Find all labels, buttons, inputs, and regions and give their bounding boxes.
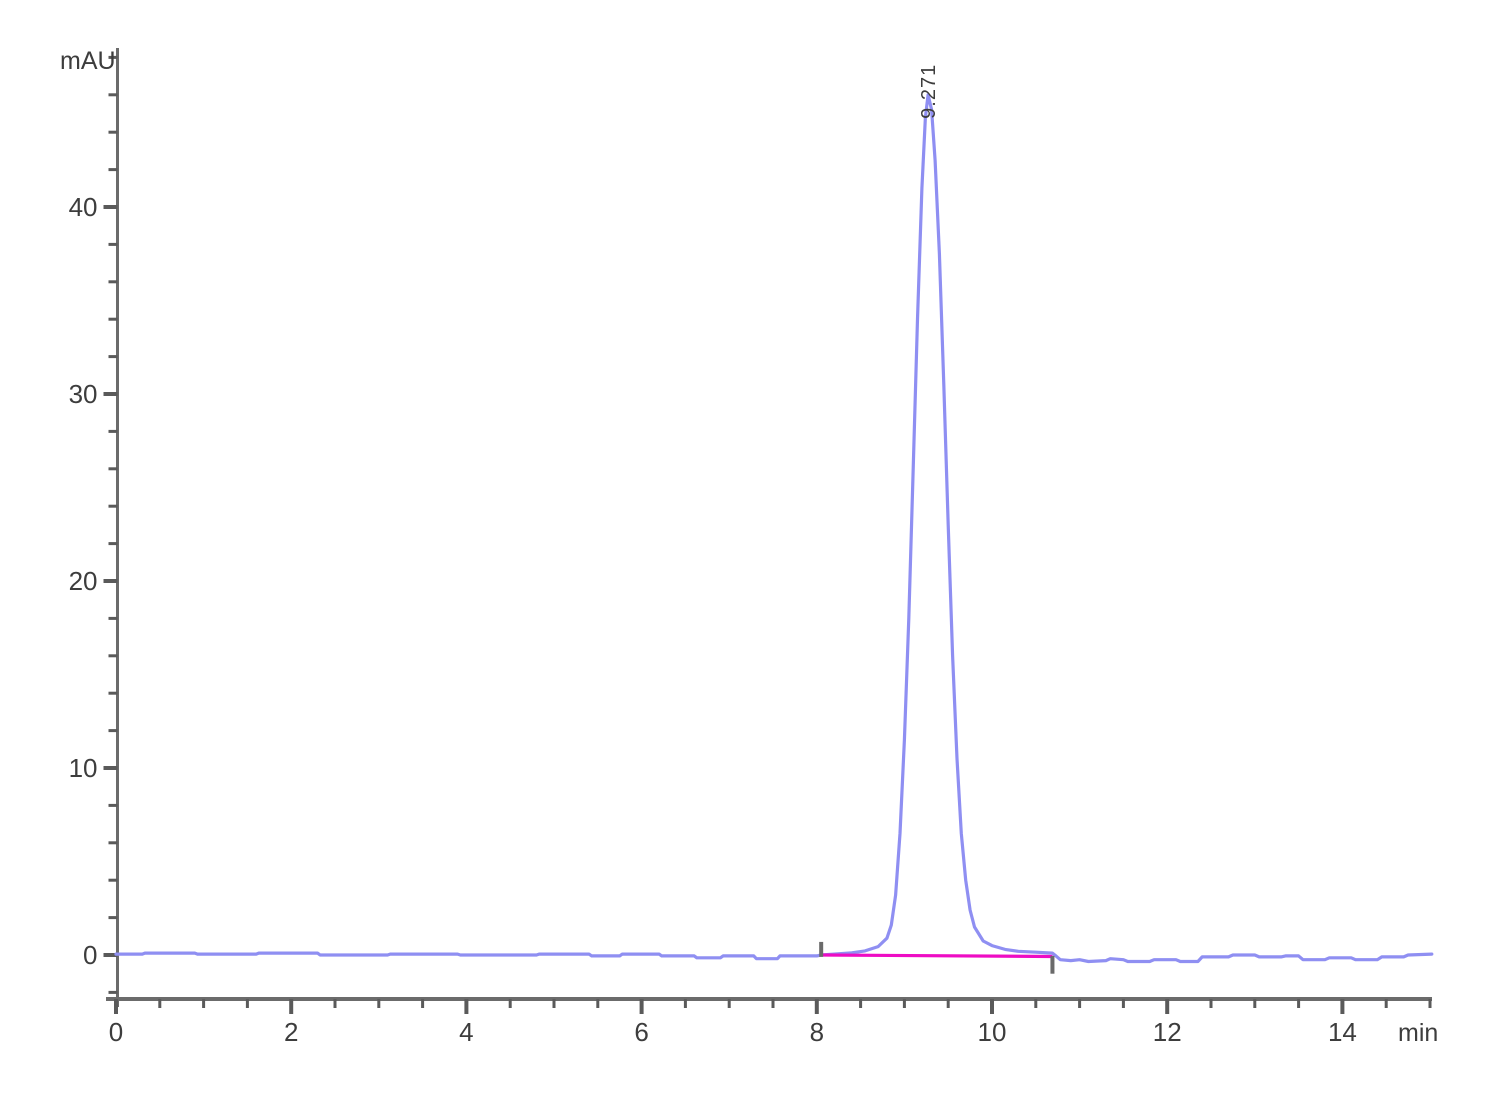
integration-baseline xyxy=(821,953,1053,959)
x-tick-label: 10 xyxy=(978,1017,1007,1047)
y-tick-label: 10 xyxy=(69,753,98,783)
y-axis-unit-label: mAU xyxy=(60,47,116,75)
y-tick-label: 0 xyxy=(83,940,97,970)
y-tick-label: 20 xyxy=(69,566,98,596)
x-tick-label: 4 xyxy=(459,1017,473,1047)
x-tick-label: 14 xyxy=(1328,1017,1357,1047)
x-tick-label: 2 xyxy=(284,1017,298,1047)
y-tick-label: 30 xyxy=(69,379,98,409)
x-tick-label: 12 xyxy=(1153,1017,1182,1047)
peak-retention-time-label: 9.271 xyxy=(918,64,940,119)
x-tick-label: 6 xyxy=(634,1017,648,1047)
y-tick-label: 40 xyxy=(69,192,98,222)
x-axis-unit-label: min xyxy=(1398,1019,1438,1047)
x-tick-label: 0 xyxy=(109,1017,123,1047)
x-tick-label: 8 xyxy=(810,1017,824,1047)
signal-trace xyxy=(114,93,1434,964)
